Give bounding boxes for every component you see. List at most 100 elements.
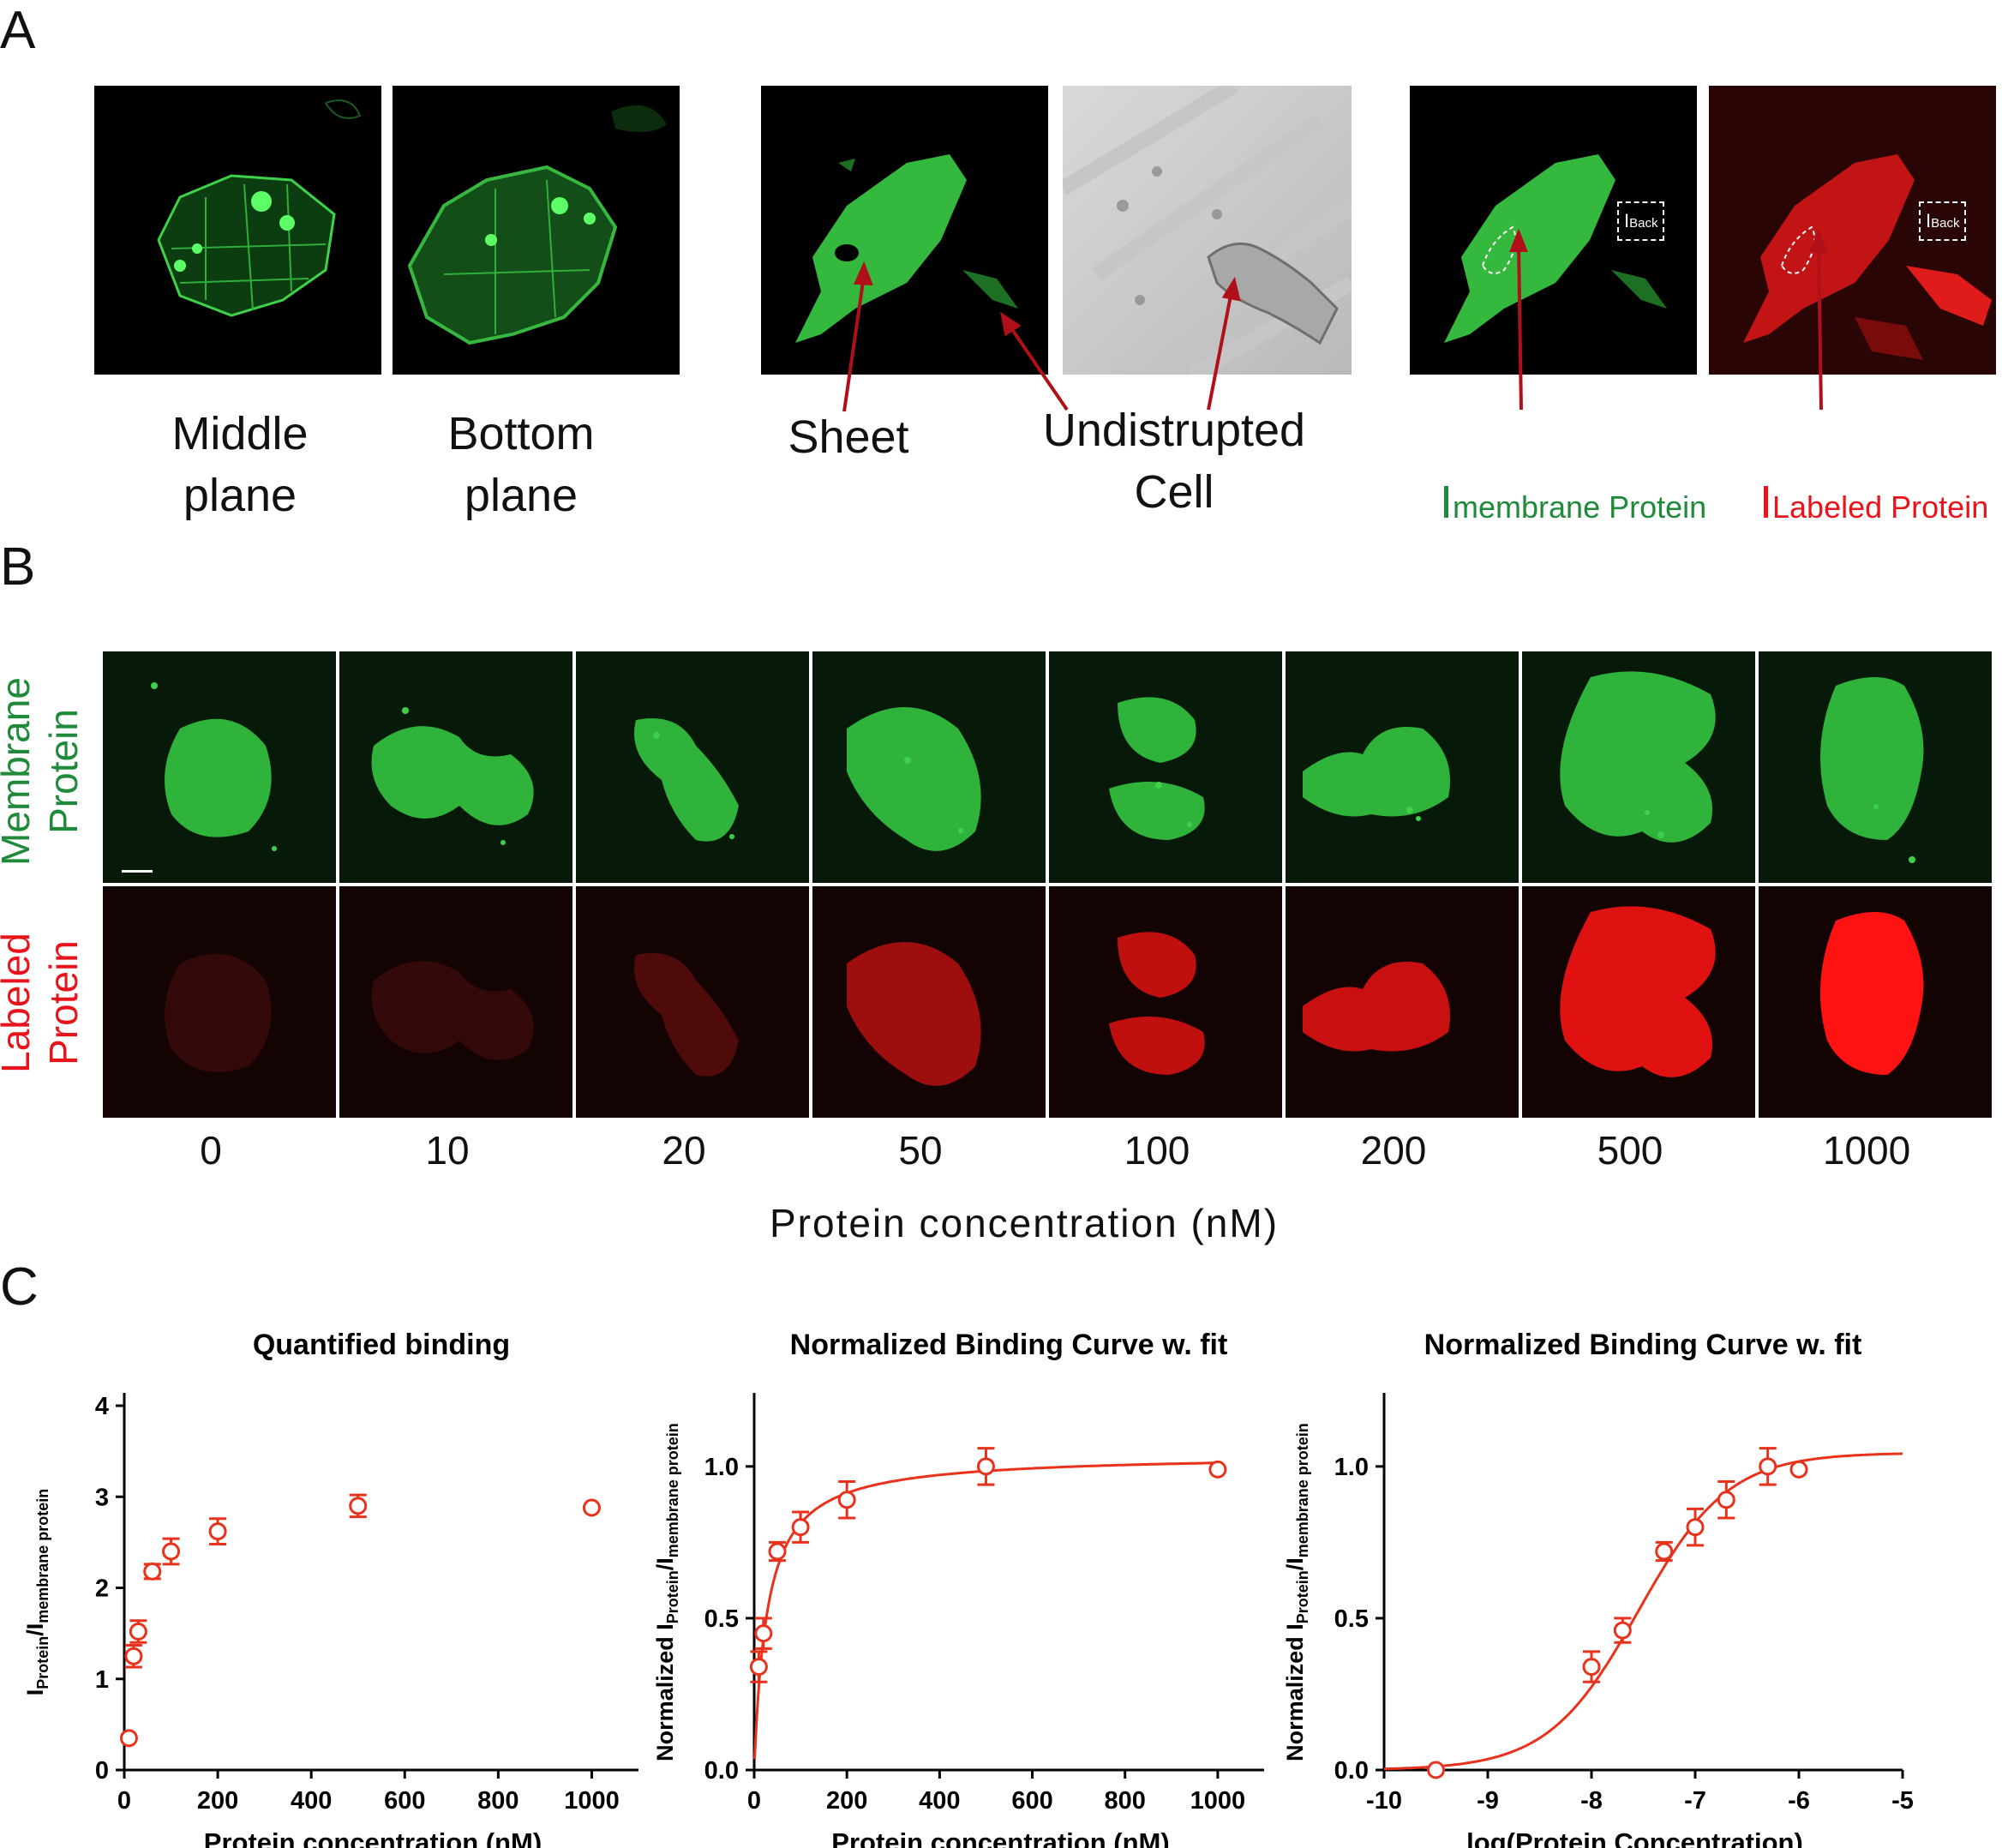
label-bottom-plane: Bottom plane (447, 408, 595, 521)
x-tick-label: -6 (1788, 1787, 1810, 1815)
x-tick-label: 600 (1011, 1787, 1052, 1815)
x-tick-label: 400 (291, 1787, 332, 1815)
x-tick-label: 1000 (1190, 1787, 1246, 1815)
data-point (119, 1729, 138, 1748)
data-point (124, 1647, 143, 1665)
label-undisrupted-cell: Undistrupted Cell (1042, 405, 1306, 518)
image-bottom-plane (393, 86, 680, 375)
labeled-image-200nM (1286, 886, 1519, 1118)
membrane-image-1000nM (1759, 651, 1992, 883)
data-point (791, 1518, 810, 1537)
y-tick-label: 0.5 (1334, 1605, 1369, 1633)
fit-curve (1383, 1452, 1903, 1771)
membrane-image-20nM (576, 651, 809, 883)
concentration-label: 50 (898, 1128, 943, 1173)
data-point (754, 1624, 773, 1643)
data-point (1582, 1658, 1601, 1677)
y-tick-label: 1 (95, 1666, 109, 1694)
x-axis-label: log(Protein Concentration) (1466, 1827, 1803, 1848)
fit-curve (753, 1461, 1218, 1760)
row-label-membrane-protein: Membrane Protein (0, 677, 86, 866)
data-point (1789, 1460, 1808, 1479)
labeled-image-1000nM (1759, 886, 1992, 1118)
image-labeled-roi: IBack (1709, 86, 1996, 375)
y-axis-label: Normalized IProtein/Imembrane protein (652, 1423, 681, 1761)
x-tick-label: 200 (197, 1787, 238, 1815)
label-sheet: Sheet (788, 411, 909, 463)
data-point (976, 1457, 995, 1476)
concentration-label: 500 (1597, 1128, 1663, 1173)
image-grid (103, 651, 2001, 1121)
label-middle-plane: Middle plane (171, 408, 309, 521)
labeled-image-500nM (1522, 886, 1755, 1118)
data-point (1613, 1621, 1632, 1640)
data-point (749, 1658, 768, 1677)
x-tick-label: 600 (384, 1787, 425, 1815)
labeled-image-50nM (812, 886, 1046, 1118)
label-i-labeled-protein: ILabeled Protein (1759, 477, 1989, 528)
chart-title: Normalized Binding Curve w. fit (790, 1329, 1228, 1361)
labeled-image-0nM (103, 886, 336, 1118)
data-point (162, 1542, 181, 1561)
data-point (768, 1542, 787, 1561)
data-point (349, 1497, 368, 1515)
image-sheet (761, 86, 1048, 375)
data-point (582, 1498, 601, 1517)
labeled-image-100nM (1049, 886, 1282, 1118)
y-axis-label: Normalized IProtein/Imembrane protein (1282, 1423, 1311, 1761)
concentration-label: 20 (662, 1128, 706, 1173)
data-point (1759, 1457, 1777, 1476)
image-membrane-roi: IBack (1410, 86, 1697, 375)
data-point (1655, 1542, 1674, 1561)
image-middle-plane (94, 86, 381, 375)
y-tick-label: 0.0 (1334, 1757, 1369, 1785)
row-label-labeled-protein: Labeled Protein (0, 933, 86, 1073)
image-brightfield (1063, 86, 1352, 375)
y-tick-label: 0 (95, 1757, 109, 1785)
panel-label-a: A (0, 1, 36, 60)
x-tick-label: 800 (477, 1787, 518, 1815)
y-tick-label: 1.0 (1334, 1454, 1369, 1481)
membrane-image-0nM (103, 651, 336, 883)
membrane-image-100nM (1049, 651, 1282, 883)
x-tick-label: -10 (1366, 1787, 1402, 1815)
panel-label-b: B (0, 537, 36, 597)
y-axis-label: IProtein/Imembrane protein (22, 1489, 51, 1696)
x-axis-label: Protein concentration (nM) (204, 1827, 542, 1848)
panel-label-c: C (0, 1257, 39, 1317)
data-point (1208, 1460, 1227, 1479)
x-tick-label: -9 (1477, 1787, 1499, 1815)
concentration-label: 100 (1124, 1128, 1190, 1173)
y-tick-label: 4 (95, 1393, 109, 1420)
data-point (1686, 1518, 1705, 1537)
labeled-image-20nM (576, 886, 809, 1118)
x-tick-label: 200 (826, 1787, 867, 1815)
panel-b-axis-title: Protein concentration (nM) (769, 1201, 1280, 1245)
concentration-label: 200 (1360, 1128, 1427, 1173)
chart-title: Quantified binding (253, 1329, 510, 1361)
membrane-image-50nM (812, 651, 1046, 883)
labeled-image-10nM (339, 886, 572, 1118)
x-tick-label: 1000 (564, 1787, 620, 1815)
x-tick-label: 800 (1105, 1787, 1146, 1815)
data-point (129, 1623, 147, 1641)
x-tick-label: -8 (1580, 1787, 1603, 1815)
data-point (1717, 1491, 1735, 1509)
membrane-image-500nM (1522, 651, 1755, 883)
chart-title: Normalized Binding Curve w. fit (1424, 1329, 1862, 1361)
x-tick-label: 0 (747, 1787, 761, 1815)
membrane-image-10nM (339, 651, 572, 883)
concentration-label: 1000 (1822, 1128, 1911, 1173)
membrane-image-200nM (1286, 651, 1519, 883)
x-axis-label: Protein concentration (nM) (831, 1827, 1169, 1848)
data-point (837, 1491, 856, 1509)
data-point (208, 1522, 227, 1541)
data-point (143, 1562, 162, 1581)
y-tick-label: 2 (95, 1575, 109, 1603)
y-tick-label: 1.0 (704, 1454, 739, 1481)
label-i-membrane-protein: Imembrane Protein (1440, 477, 1707, 528)
x-tick-label: -7 (1684, 1787, 1706, 1815)
background-roi-box: IBack (1617, 201, 1665, 241)
scale-bar (122, 870, 153, 873)
binding-charts: Quantified binding 0 200 400 600 800 1000 0 1 2 3 4… (22, 1329, 1914, 1848)
